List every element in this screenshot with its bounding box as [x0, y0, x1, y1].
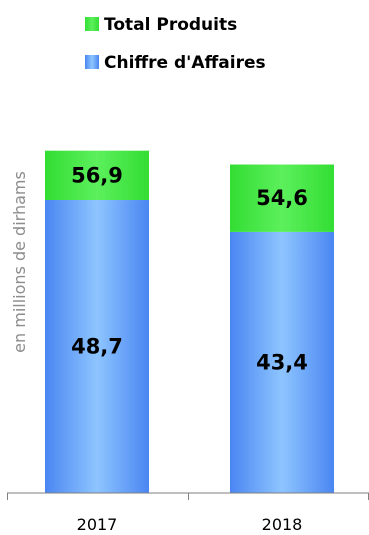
data-label-chiffre-affaires-2017: 48,7 — [71, 335, 123, 359]
legend-swatch-total-produits — [85, 17, 99, 31]
x-axis — [7, 492, 369, 500]
data-label-total-produits-2017: 56,9 — [71, 163, 123, 187]
legend-label-chiffre-affaires: Chiffre d'Affaires — [104, 53, 266, 73]
legend-item-total-produits: Total Produits — [85, 15, 237, 35]
data-label-total-produits-2018: 54,6 — [256, 186, 308, 210]
bar-total-produits-2018 — [230, 164, 334, 232]
bar-chiffre-affaires-2017 — [45, 200, 149, 493]
legend-item-chiffre-affaires: Chiffre d'Affaires — [85, 53, 266, 73]
y-axis-label: en millions de dirhams — [10, 171, 29, 353]
x-tick-label-2018: 2018 — [262, 515, 303, 534]
legend-label-total-produits: Total Produits — [104, 15, 237, 35]
x-tick-labels: 2017 2018 — [77, 515, 303, 534]
bars-group: 48,7 56,9 43,4 54,6 — [45, 150, 334, 493]
bar-chiffre-affaires-2018 — [230, 231, 334, 493]
x-tick-label-2017: 2017 — [77, 515, 118, 534]
legend-swatch-chiffre-affaires — [85, 55, 99, 69]
legend: Total Produits Chiffre d'Affaires — [85, 15, 266, 73]
data-label-chiffre-affaires-2018: 43,4 — [256, 350, 308, 374]
bar-total-produits-2017 — [45, 150, 149, 201]
